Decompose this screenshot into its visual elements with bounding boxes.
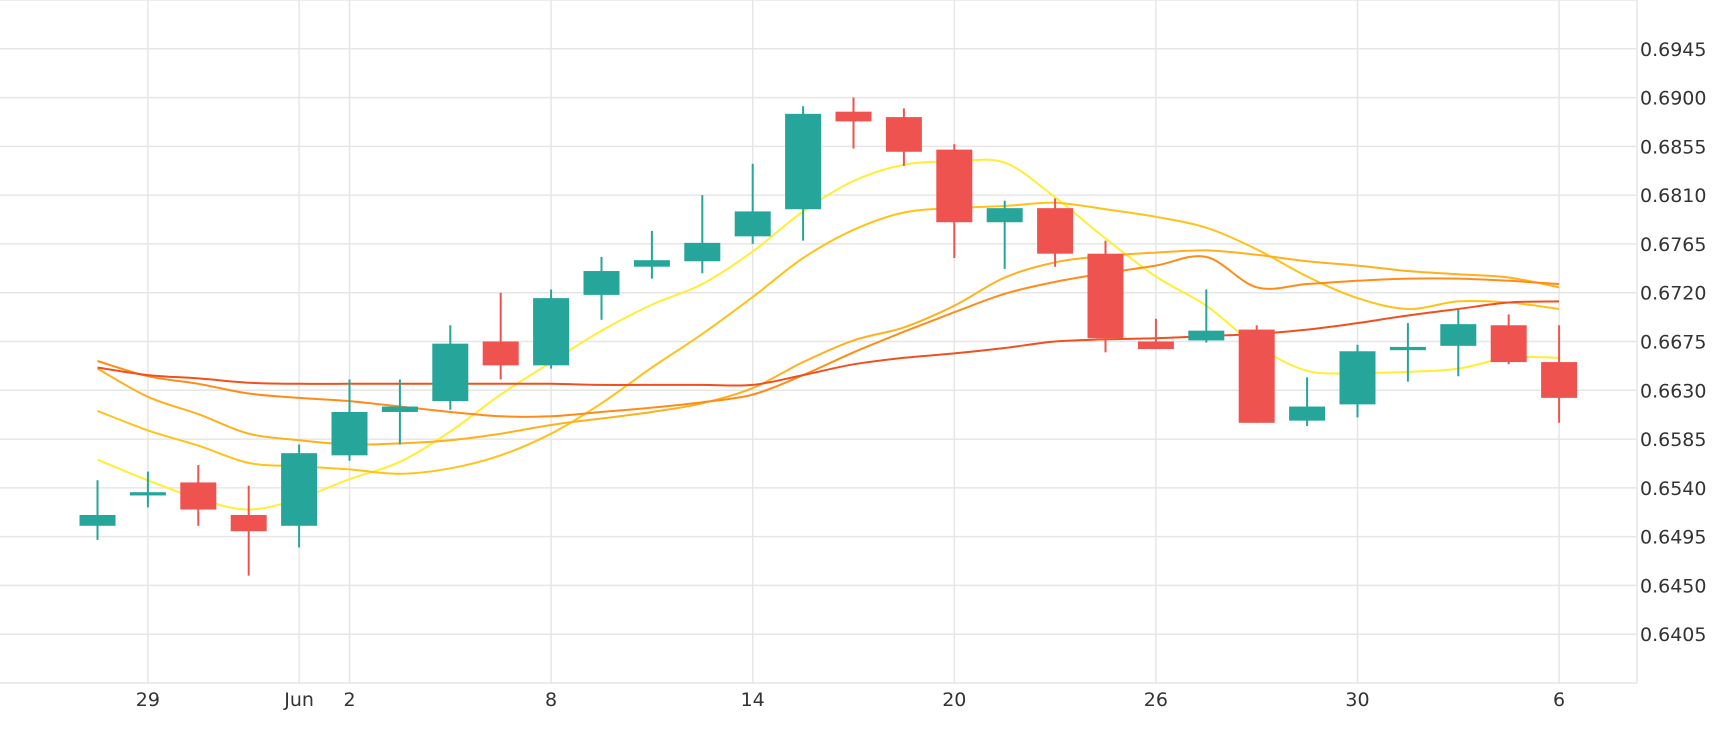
candle bbox=[381, 379, 418, 445]
moving-average-line-3 bbox=[97, 249, 1560, 446]
candle-body bbox=[1188, 330, 1225, 341]
y-tick-label: 0.6450 bbox=[1640, 575, 1706, 597]
x-tick-label: 26 bbox=[1144, 689, 1168, 711]
candle bbox=[432, 325, 469, 410]
candle bbox=[785, 106, 822, 241]
candle-body bbox=[1490, 325, 1527, 363]
moving-average-line-4 bbox=[97, 255, 1560, 418]
x-tick-label: 2 bbox=[343, 689, 355, 711]
x-tick-label: 8 bbox=[545, 689, 557, 711]
candle-body bbox=[1389, 346, 1426, 351]
candle-body bbox=[835, 111, 872, 122]
y-tick-label: 0.6495 bbox=[1640, 527, 1706, 549]
candle bbox=[1440, 308, 1477, 377]
x-tick-label: 30 bbox=[1345, 689, 1369, 711]
candle bbox=[482, 292, 519, 380]
candle bbox=[936, 144, 973, 259]
y-tick-label: 0.6720 bbox=[1640, 283, 1706, 305]
candle-body bbox=[583, 271, 620, 295]
candle bbox=[1238, 325, 1275, 423]
x-tick-label: 6 bbox=[1553, 689, 1565, 711]
grid bbox=[0, 0, 1638, 684]
candle-body bbox=[432, 343, 469, 402]
candle bbox=[684, 195, 721, 274]
candle-body bbox=[1238, 329, 1275, 423]
candle bbox=[1490, 314, 1527, 365]
candle bbox=[633, 230, 670, 279]
y-tick-label: 0.6585 bbox=[1640, 429, 1706, 451]
candle-body bbox=[936, 149, 973, 223]
x-tick-label: 29 bbox=[136, 689, 160, 711]
candle bbox=[885, 108, 922, 166]
candle bbox=[331, 379, 368, 461]
moving-average-line-5 bbox=[97, 300, 1560, 387]
y-tick-label: 0.6810 bbox=[1640, 185, 1706, 207]
candle-body bbox=[1137, 341, 1174, 350]
candle bbox=[1188, 289, 1225, 343]
candle bbox=[79, 480, 116, 540]
moving-average-line-2 bbox=[97, 201, 1560, 475]
candle-body bbox=[331, 411, 368, 456]
y-axis: 0.6945 0.6900 0.6855 0.6810 0.6765 0.6720 0.66… bbox=[1640, 39, 1706, 646]
y-tick-label: 0.6855 bbox=[1640, 136, 1706, 158]
candle-body bbox=[734, 211, 771, 237]
x-tick-label: 20 bbox=[942, 689, 966, 711]
candles bbox=[79, 97, 1578, 576]
x-axis: 29 Jun 2 8 14 20 26 30 6 bbox=[136, 689, 1565, 711]
y-tick-label: 0.6900 bbox=[1640, 88, 1706, 110]
candle bbox=[1087, 240, 1124, 353]
candle bbox=[180, 465, 217, 526]
candle-body bbox=[633, 260, 670, 267]
candle-body bbox=[381, 406, 418, 412]
candle bbox=[583, 256, 620, 320]
y-tick-label: 0.6540 bbox=[1640, 478, 1706, 500]
candle bbox=[835, 97, 872, 149]
candle bbox=[1541, 325, 1578, 423]
candle bbox=[734, 163, 771, 244]
candle-body bbox=[1087, 253, 1124, 339]
candle-body bbox=[230, 514, 267, 532]
candle-body bbox=[1339, 351, 1376, 405]
candle bbox=[1289, 377, 1326, 427]
candle-body bbox=[79, 514, 116, 526]
candle bbox=[1389, 323, 1426, 382]
y-tick-label: 0.6630 bbox=[1640, 380, 1706, 402]
candle bbox=[1037, 198, 1074, 267]
candle bbox=[533, 289, 570, 369]
x-tick-label: 14 bbox=[741, 689, 765, 711]
candle bbox=[230, 485, 267, 576]
candle-body bbox=[1037, 208, 1074, 254]
candle bbox=[1339, 344, 1376, 418]
candle bbox=[1137, 318, 1174, 350]
y-tick-label: 0.6405 bbox=[1640, 624, 1706, 646]
candle-body bbox=[1440, 324, 1477, 346]
candle-body bbox=[533, 298, 570, 366]
candle-body bbox=[986, 208, 1023, 223]
y-tick-label: 0.6765 bbox=[1640, 234, 1706, 256]
candle bbox=[281, 444, 318, 548]
candle-body bbox=[885, 117, 922, 152]
candle-body bbox=[180, 482, 217, 510]
y-tick-label: 0.6945 bbox=[1640, 39, 1706, 61]
candle-body bbox=[281, 453, 318, 526]
candle-body bbox=[482, 341, 519, 366]
moving-average-line-1 bbox=[97, 158, 1560, 511]
x-tick-label: Jun bbox=[283, 689, 314, 711]
candle-body bbox=[1541, 362, 1578, 398]
candle bbox=[129, 471, 166, 508]
candle-body bbox=[684, 242, 721, 262]
candle-body bbox=[785, 113, 822, 210]
y-tick-label: 0.6675 bbox=[1640, 332, 1706, 354]
candle bbox=[986, 200, 1023, 269]
candle-body bbox=[1289, 406, 1326, 421]
candle-body bbox=[129, 492, 166, 496]
